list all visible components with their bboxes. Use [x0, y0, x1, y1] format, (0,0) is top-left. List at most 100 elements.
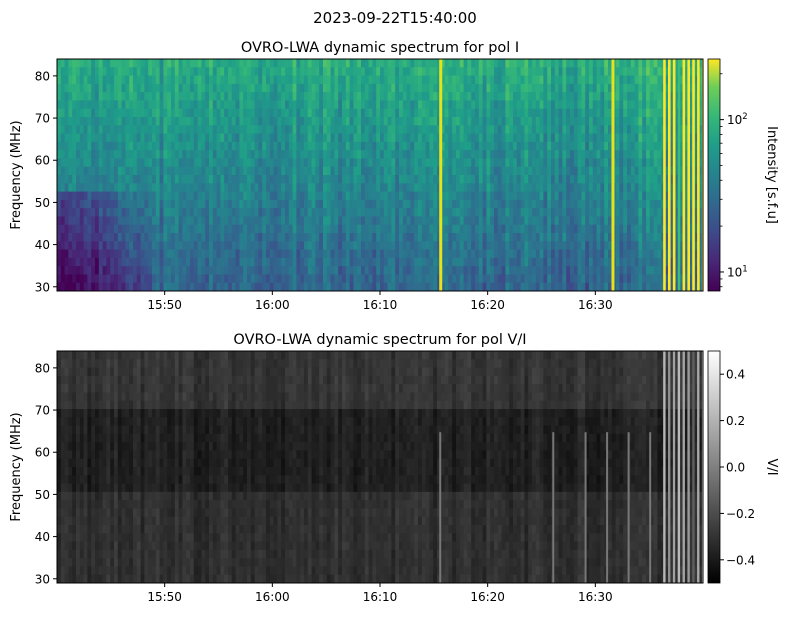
heatmap-cell	[201, 158, 206, 168]
heatmap-cell	[668, 100, 674, 110]
heatmap-cell	[136, 282, 142, 291]
heatmap-cell	[243, 125, 248, 135]
heatmap-cell	[216, 117, 221, 126]
heatmap-cell	[505, 92, 510, 102]
heatmap-cell	[186, 100, 191, 110]
heatmap-cell	[425, 117, 430, 126]
heatmap-cell	[463, 216, 468, 226]
heatmap-cell	[60, 166, 66, 176]
heatmap-cell	[87, 125, 92, 135]
heatmap-cell	[174, 282, 180, 291]
heatmap-cell	[349, 216, 354, 226]
heatmap-cell	[630, 133, 636, 143]
heatmap-cell	[516, 100, 522, 110]
heatmap-cell	[220, 274, 225, 284]
heatmap-cell	[239, 75, 244, 85]
heatmap-cell	[228, 141, 233, 151]
heatmap-cell	[235, 158, 240, 168]
burst-streak	[697, 59, 700, 291]
heatmap-cell	[402, 125, 408, 135]
heatmap-cell	[421, 274, 427, 284]
heatmap-cell	[243, 208, 248, 218]
heatmap-cell	[425, 83, 430, 93]
heatmap-cell	[649, 59, 655, 68]
heatmap-cell	[258, 191, 263, 201]
heatmap-cell	[608, 158, 613, 168]
heatmap-cell	[414, 141, 419, 151]
heatmap-cell	[395, 59, 400, 68]
heatmap-cell	[228, 183, 233, 193]
heatmap-cell	[258, 75, 263, 85]
heatmap-cell	[167, 166, 172, 176]
heatmap-cell	[68, 574, 73, 583]
heatmap-cell	[399, 166, 404, 176]
heatmap-cell	[155, 216, 161, 226]
heatmap-cell	[60, 417, 66, 427]
heatmap-cell	[433, 274, 438, 284]
heatmap-cell	[471, 158, 476, 168]
heatmap-cell	[368, 199, 373, 209]
heatmap-cell	[296, 108, 301, 118]
heatmap-cell	[581, 100, 586, 110]
heatmap-cell	[228, 274, 233, 284]
heatmap-cell	[174, 100, 180, 110]
heatmap-cell	[64, 274, 69, 284]
heatmap-cell	[649, 125, 655, 135]
heatmap-cell	[114, 241, 119, 251]
heatmap-cell	[687, 158, 693, 168]
heatmap-cell	[79, 108, 85, 118]
heatmap-cell	[307, 241, 313, 251]
heatmap-cell	[520, 282, 525, 291]
heatmap-cell	[254, 257, 259, 267]
heatmap-cell	[532, 117, 537, 126]
heatmap-cell	[239, 266, 244, 276]
heatmap-cell	[140, 75, 145, 85]
heatmap-cell	[102, 282, 107, 291]
heatmap-cell	[630, 158, 636, 168]
heatmap-cell	[91, 125, 96, 135]
heatmap-cell	[319, 125, 324, 135]
heatmap-cell	[566, 108, 571, 118]
heatmap-cell	[323, 158, 328, 168]
heatmap-cell	[566, 274, 571, 284]
heatmap-cell	[562, 108, 567, 118]
heatmap-cell	[224, 166, 229, 176]
heatmap-cell	[281, 266, 286, 276]
heatmap-cell	[163, 274, 168, 284]
heatmap-cell	[444, 175, 449, 184]
heatmap-cell	[304, 191, 309, 201]
heatmap-cell	[505, 108, 510, 118]
heatmap-cell	[490, 233, 495, 242]
heatmap-cell	[414, 191, 419, 201]
heatmap-cell	[326, 141, 332, 151]
heatmap-cell	[619, 100, 624, 110]
heatmap-cell	[133, 75, 138, 85]
heatmap-cell	[604, 191, 609, 201]
heatmap-cell	[300, 67, 305, 77]
heatmap-cell	[532, 67, 537, 77]
heatmap-cell	[277, 92, 282, 102]
heatmap-cell	[72, 467, 77, 476]
heatmap-cell	[250, 249, 256, 259]
heatmap-cell	[338, 83, 343, 93]
heatmap-cell	[387, 92, 392, 102]
heatmap-cell	[304, 100, 309, 110]
heatmap-cell	[76, 359, 81, 369]
heatmap-cell	[558, 141, 563, 151]
heatmap-cell	[106, 133, 111, 143]
heatmap-cell	[642, 83, 647, 93]
heatmap-cell	[114, 92, 119, 102]
heatmap-cell	[364, 133, 370, 143]
heatmap-cell	[592, 83, 598, 93]
heatmap-cell	[319, 150, 324, 160]
heatmap-cell	[197, 92, 202, 102]
heatmap-cell	[247, 108, 252, 118]
heatmap-cell	[380, 158, 385, 168]
heatmap-cell	[475, 199, 480, 209]
heatmap-cell	[68, 549, 73, 559]
heatmap-cell	[102, 166, 107, 176]
heatmap-cell	[376, 133, 381, 143]
heatmap-cell	[281, 274, 286, 284]
heatmap-cell	[364, 75, 370, 85]
heatmap-cell	[239, 141, 244, 151]
